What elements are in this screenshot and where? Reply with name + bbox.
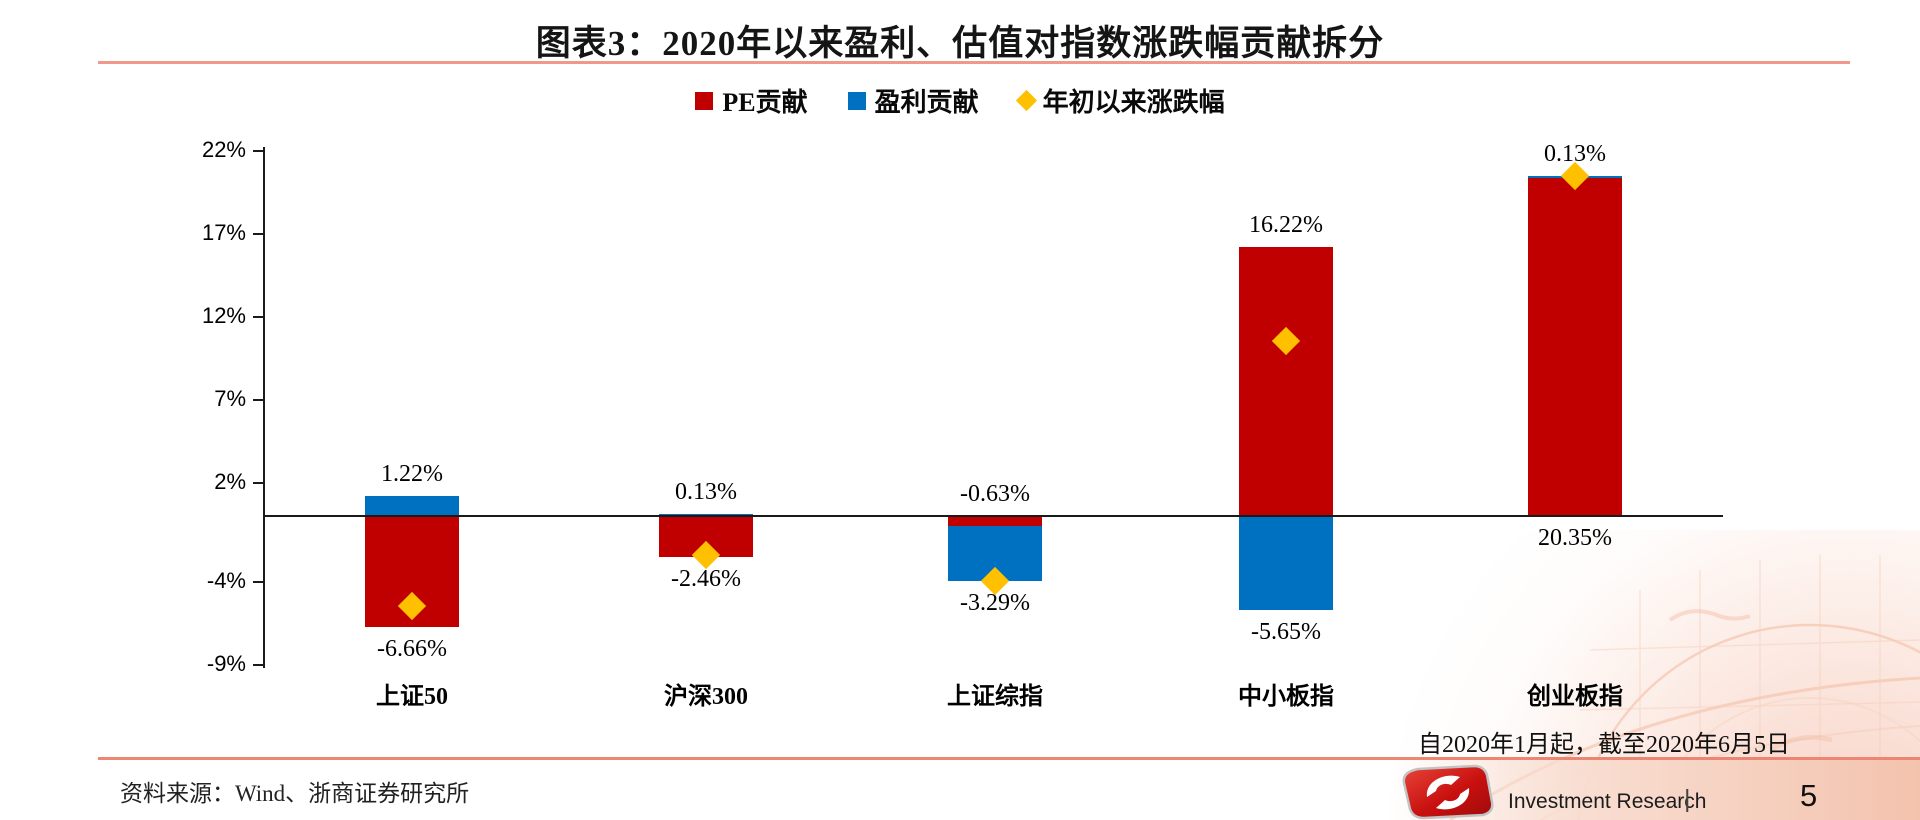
y-tick-mark-2 — [253, 315, 263, 318]
title-underline — [98, 61, 1850, 64]
legend-label-pe: PE贡献 — [722, 88, 808, 117]
category-label-0: 上证50 — [376, 684, 448, 710]
y-tick-label-2: 12% — [201, 302, 246, 328]
category-label-1: 沪深300 — [664, 684, 748, 710]
category-label-3: 中小板指 — [1238, 684, 1334, 710]
y-tick-label-5: -4% — [206, 568, 246, 594]
chart-title: 图表3：2020年以来盈利、估值对指数涨跌幅贡献拆分 — [535, 24, 1385, 63]
company-logo-icon — [1402, 764, 1494, 820]
legend-item-earnings: 盈利贡献 — [847, 82, 979, 119]
y-tick-label-1: 17% — [201, 219, 246, 245]
brand-divider: | — [1684, 785, 1691, 813]
source-text: 资料来源：Wind、浙商证券研究所 — [120, 781, 470, 806]
legend-item-ytd: 年初以来涨跌幅 — [1015, 82, 1225, 119]
footer-divider-line — [98, 757, 1920, 760]
ytd-marker-1 — [691, 540, 721, 569]
y-tick-mark-1 — [253, 232, 263, 235]
y-tick-mark-3 — [253, 398, 263, 401]
bar-top-label-3: 16.22% — [1249, 211, 1323, 238]
y-tick-label-0: 22% — [201, 136, 246, 162]
bar-top-label-1: 0.13% — [675, 478, 737, 505]
ytd-marker-2 — [980, 566, 1010, 596]
brand-text: Investment Research — [1508, 790, 1707, 813]
legend-label-ytd: 年初以来涨跌幅 — [1042, 88, 1225, 117]
bar-bottom-label-0: -6.66% — [377, 635, 447, 662]
bar-segment-earnings-3 — [1239, 516, 1333, 610]
bar-segment-pe-1 — [659, 516, 753, 557]
y-tick-label-4: 2% — [214, 468, 246, 494]
y-tick-mark-4 — [253, 481, 263, 484]
bar-bottom-label-3: -5.65% — [1251, 618, 1321, 645]
y-tick-mark-5 — [253, 581, 263, 584]
bar-bottom-label-1: -2.46% — [671, 565, 741, 592]
legend: PE贡献 盈利贡献 年初以来涨跌幅 — [0, 82, 1920, 119]
page-number: 5 — [1800, 778, 1818, 813]
bar-segment-earnings-0 — [365, 495, 459, 516]
zheshang-securities-logo — [1402, 764, 1494, 820]
ytd-marker-4 — [1560, 161, 1590, 191]
bar-segment-pe-0 — [365, 516, 459, 627]
y-axis-line — [263, 146, 265, 669]
bar-top-label-0: 1.22% — [381, 460, 443, 487]
bar-segment-earnings-2 — [948, 526, 1042, 582]
bar-top-label-2: -0.63% — [960, 481, 1030, 507]
earnings-square-icon — [847, 91, 866, 110]
ytd-diamond-icon — [1015, 89, 1037, 112]
bar-segment-pe-2 — [948, 516, 1042, 527]
bar-segment-pe-3 — [1239, 246, 1333, 516]
bar-bottom-label-2: -3.29% — [960, 590, 1030, 617]
bar-segment-earnings-4 — [1528, 176, 1622, 179]
ytd-marker-3 — [1271, 326, 1301, 355]
y-tick-mark-0 — [253, 149, 263, 152]
legend-label-earnings: 盈利贡献 — [874, 88, 979, 117]
y-tick-mark-6 — [253, 664, 263, 667]
bar-segment-pe-4 — [1528, 178, 1622, 516]
y-tick-label-6: -9% — [206, 651, 246, 677]
ytd-marker-0 — [397, 592, 427, 621]
chart-note: 自2020年1月起，截至2020年6月5日 — [1418, 732, 1790, 758]
y-tick-label-3: 7% — [214, 385, 246, 411]
category-label-2: 上证综指 — [947, 684, 1043, 710]
x-axis-zero-line — [264, 515, 1723, 517]
bar-segment-earnings-1 — [659, 513, 753, 516]
bar-top-label-4: 0.13% — [1544, 141, 1606, 168]
pe-square-icon — [695, 91, 714, 110]
legend-item-pe: PE贡献 — [695, 82, 808, 119]
